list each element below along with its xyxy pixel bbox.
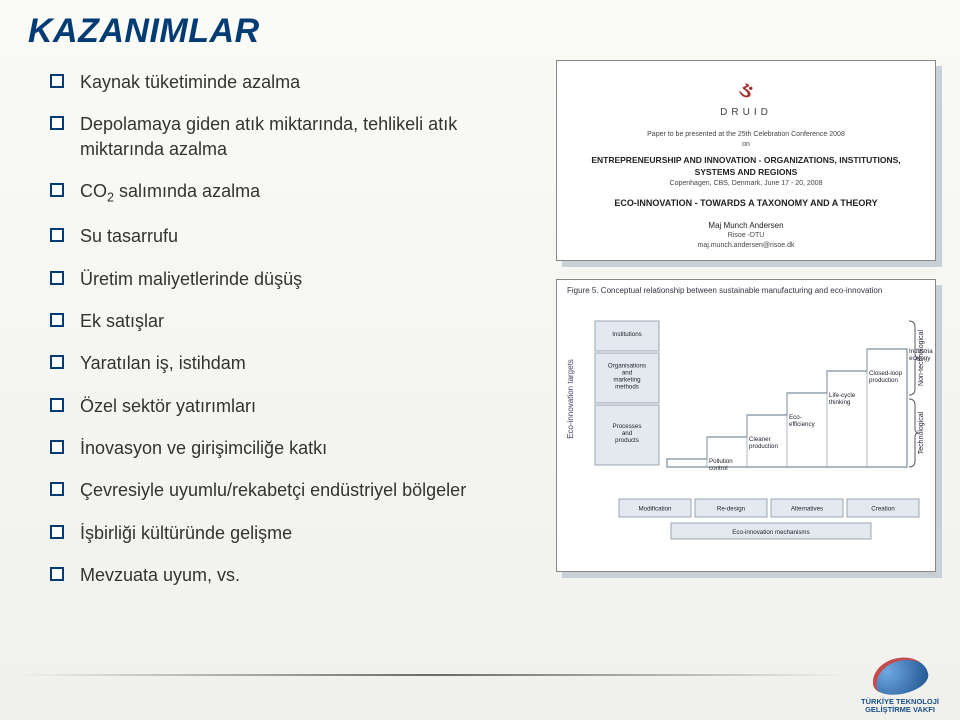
checkbox-icon — [50, 355, 64, 369]
svg-text:Institutions: Institutions — [612, 331, 642, 338]
svg-text:products: products — [615, 437, 639, 444]
svg-text:and: and — [622, 370, 633, 377]
checkbox-icon — [50, 183, 64, 197]
bullet-text: CO2 salımında azalma — [80, 181, 260, 201]
svg-text:Life-cycle: Life-cycle — [829, 392, 856, 399]
bullet-text: Mevzuata uyum, vs. — [80, 565, 240, 585]
checkbox-icon — [50, 525, 64, 539]
svg-text:Organisations: Organisations — [608, 363, 646, 370]
list-item: Üretim maliyetlerinde düşüş — [50, 267, 520, 291]
diagram-body: Figure 5. Conceptual relationship betwee… — [556, 279, 936, 572]
svg-text:Pollution: Pollution — [709, 458, 733, 465]
list-item: Su tasarrufu — [50, 224, 520, 248]
bullet-text: Depolamaya giden atık miktarında, tehlik… — [80, 114, 457, 158]
list-item: Depolamaya giden atık miktarında, tehlik… — [50, 112, 520, 161]
ttgv-logo: TÜRKİYE TEKNOLOJİ GELİŞTİRME VAKFI — [854, 656, 946, 715]
list-item: Mevzuata uyum, vs. — [50, 563, 520, 587]
checkbox-icon — [50, 116, 64, 130]
paper-line1: Paper to be presented at the 25th Celebr… — [571, 130, 921, 140]
svg-text:production: production — [749, 443, 778, 450]
paper-loc: Copenhagen, CBS, Denmark, June 17 - 20, … — [571, 179, 921, 189]
checkbox-icon — [50, 567, 64, 581]
svg-text:Technological: Technological — [918, 412, 925, 455]
paper-title: ECO-INNOVATION - TOWARDS A TAXONOMY AND … — [571, 197, 921, 210]
bullet-text: Üretim maliyetlerinde düşüş — [80, 269, 302, 289]
svg-text:Eco-innovation mechanisms: Eco-innovation mechanisms — [732, 529, 809, 536]
svg-text:Cleaner: Cleaner — [749, 436, 771, 443]
eco-innovation-diagram: Eco-innovation targets Institutions Organi… — [561, 299, 933, 567]
slide: KAZANIMLAR Kaynak tüketiminde azalma Dep… — [0, 0, 960, 720]
svg-text:production: production — [869, 377, 898, 384]
list-item: Kaynak tüketiminde azalma — [50, 70, 520, 94]
checkbox-icon — [50, 440, 64, 454]
list-item: Ek satışlar — [50, 309, 520, 333]
svg-text:Re-design: Re-design — [717, 506, 746, 513]
bullet-list: Kaynak tüketiminde azalma Depolamaya gid… — [50, 70, 520, 605]
checkbox-icon — [50, 398, 64, 412]
svg-text:Modification: Modification — [638, 506, 672, 513]
svg-text:Closed-loop: Closed-loop — [869, 370, 903, 377]
card-body: ઙ DRUID Paper to be presented at the 25t… — [556, 60, 936, 261]
checkbox-icon — [50, 271, 64, 285]
list-item: İşbirliği kültüründe gelişme — [50, 521, 520, 545]
paper-card: ઙ DRUID Paper to be presented at the 25t… — [556, 60, 936, 261]
druid-logo-icon: ઙ — [571, 75, 921, 106]
paper-conf: ENTREPRENEURSHIP AND INNOVATION - ORGANI… — [571, 155, 921, 179]
page-title: KAZANIMLAR — [28, 12, 260, 51]
footer-divider — [18, 674, 850, 676]
checkbox-icon — [50, 228, 64, 242]
diagram-card: Figure 5. Conceptual relationship betwee… — [556, 279, 936, 572]
svg-text:Non-technological: Non-technological — [918, 330, 925, 386]
svg-text:Alternatives: Alternatives — [791, 506, 823, 513]
list-item: CO2 salımında azalma — [50, 179, 520, 207]
svg-text:Creation: Creation — [871, 506, 895, 513]
checkbox-icon — [50, 313, 64, 327]
checkbox-icon — [50, 74, 64, 88]
bullet-text: Özel sektör yatırımları — [80, 396, 256, 416]
list-item: Yaratılan iş, istihdam — [50, 351, 520, 375]
svg-text:control: control — [709, 465, 728, 472]
svg-text:efficiency: efficiency — [789, 421, 816, 428]
right-column: ઙ DRUID Paper to be presented at the 25t… — [556, 60, 936, 590]
list-item: Çevresiyle uyumlu/rekabetçi endüstriyel … — [50, 478, 520, 502]
druid-name: DRUID — [571, 106, 921, 120]
paper-email: maj.munch.andersen@risoe.dk — [571, 241, 921, 251]
bullet-text: İşbirliği kültüründe gelişme — [80, 523, 292, 543]
bullet-text: Kaynak tüketiminde azalma — [80, 72, 300, 92]
bullet-text: Çevresiyle uyumlu/rekabetçi endüstriyel … — [80, 480, 466, 500]
svg-text:and: and — [622, 430, 633, 437]
svg-text:Eco-: Eco- — [789, 414, 802, 421]
checkbox-icon — [50, 482, 64, 496]
diagram-caption: Figure 5. Conceptual relationship betwee… — [561, 286, 931, 295]
bullet-text: Su tasarrufu — [80, 226, 178, 246]
ttgv-logo-icon — [864, 656, 936, 696]
list-item: Özel sektör yatırımları — [50, 394, 520, 418]
paper-author: Maj Munch Andersen — [571, 220, 921, 231]
svg-text:thinking: thinking — [829, 399, 851, 406]
svg-text:Eco-innovation targets: Eco-innovation targets — [566, 360, 575, 440]
paper-org: Risoe -DTU — [571, 231, 921, 241]
ttgv-name: TÜRKİYE TEKNOLOJİ GELİŞTİRME VAKFI — [854, 698, 946, 715]
svg-text:marketing: marketing — [613, 377, 641, 384]
bullet-text: Ek satışlar — [80, 311, 164, 331]
svg-text:methods: methods — [615, 384, 639, 391]
list-item: İnovasyon ve girişimciliğe katkı — [50, 436, 520, 460]
bullet-text: Yaratılan iş, istihdam — [80, 353, 246, 373]
paper-on: on — [571, 140, 921, 150]
svg-text:Processes: Processes — [613, 423, 642, 430]
bullet-text: İnovasyon ve girişimciliğe katkı — [80, 438, 327, 458]
